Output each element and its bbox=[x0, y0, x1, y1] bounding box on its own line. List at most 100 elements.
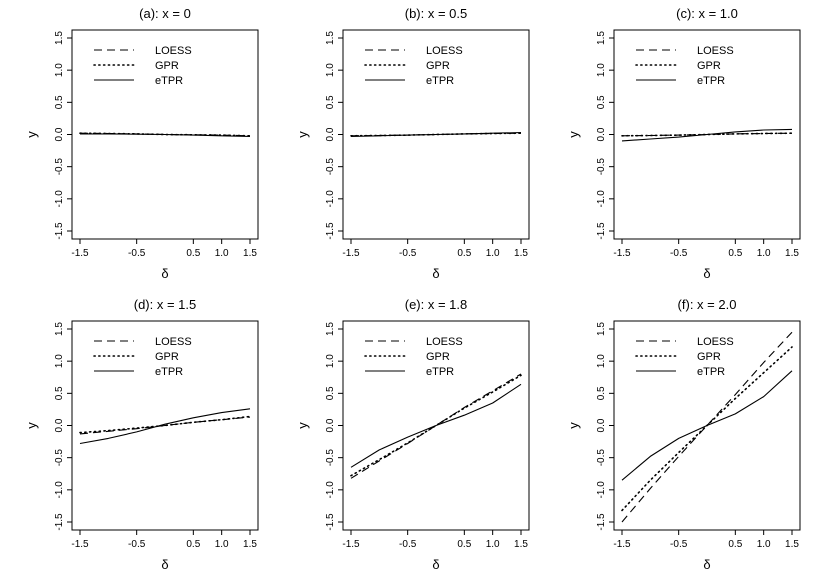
x-tick-label: 1.0 bbox=[486, 539, 500, 550]
y-tick-label: 1.5 bbox=[325, 322, 336, 336]
y-tick-label: -1.5 bbox=[325, 222, 336, 240]
x-tick-label: -1.5 bbox=[613, 539, 631, 550]
series-line-gpr bbox=[621, 132, 793, 137]
y-tick-label: -1.5 bbox=[596, 222, 607, 240]
series-line-etpr bbox=[79, 408, 251, 445]
chart-panel-6: (f): x = 2.0 -1.5 -0.5 0.5 1.0 1.5 -1.5 -1.0 -0.… bbox=[566, 297, 801, 572]
y-tick-label: 0.0 bbox=[54, 127, 65, 141]
x-tick-label: -1.5 bbox=[613, 248, 631, 259]
x-tick-label: 0.5 bbox=[457, 539, 471, 550]
x-tick-label: 0.5 bbox=[728, 539, 742, 550]
x-axis-label: δ bbox=[703, 266, 710, 281]
y-tick-label: 1.5 bbox=[54, 31, 65, 45]
chart-title: (f): x = 2.0 bbox=[678, 297, 737, 312]
x-tick-label: 0.5 bbox=[186, 248, 200, 259]
x-tick-label: -1.5 bbox=[71, 248, 89, 259]
x-tick-label: 0.5 bbox=[186, 539, 200, 550]
y-tick-label: 1.0 bbox=[596, 63, 607, 77]
y-tick-label: -0.5 bbox=[325, 158, 336, 176]
y-axis-label: y bbox=[24, 131, 39, 138]
series-line-gpr bbox=[350, 374, 522, 477]
y-tick-label: 0.0 bbox=[596, 127, 607, 141]
y-tick-label: 1.0 bbox=[54, 63, 65, 77]
chart-title: (c): x = 1.0 bbox=[676, 6, 738, 21]
chart-title: (e): x = 1.8 bbox=[405, 297, 468, 312]
y-tick-label: -0.5 bbox=[325, 449, 336, 467]
y-tick-label: -1.0 bbox=[596, 190, 607, 208]
y-tick-label: -1.5 bbox=[596, 513, 607, 531]
legend-label: eTPR bbox=[155, 366, 183, 378]
series-line-loess bbox=[350, 373, 522, 479]
legend-label: GPR bbox=[697, 60, 721, 72]
chart-title: (d): x = 1.5 bbox=[134, 297, 197, 312]
x-tick-label: 1.0 bbox=[757, 248, 771, 259]
x-tick-label: -1.5 bbox=[71, 539, 89, 550]
y-tick-label: 0.5 bbox=[596, 95, 607, 109]
x-tick-label: -0.5 bbox=[128, 248, 146, 259]
legend-label: eTPR bbox=[697, 75, 725, 87]
legend-label: GPR bbox=[155, 351, 179, 363]
chart-panel-4: (d): x = 1.5 -1.5 -0.5 0.5 1.0 1.5 -1.5 -1.0 -0.… bbox=[24, 297, 259, 572]
y-axis-label: y bbox=[295, 422, 310, 429]
x-tick-label: 1.5 bbox=[514, 539, 528, 550]
y-tick-label: 0.0 bbox=[54, 418, 65, 432]
legend-label: LOESS bbox=[155, 45, 192, 57]
y-tick-label: 1.5 bbox=[596, 322, 607, 336]
x-axis-label: δ bbox=[161, 557, 168, 572]
series-line-etpr bbox=[350, 132, 522, 137]
legend-label: LOESS bbox=[697, 45, 734, 57]
x-tick-label: -0.5 bbox=[128, 539, 146, 550]
y-tick-label: -1.0 bbox=[54, 481, 65, 499]
series-line-loess bbox=[621, 331, 793, 523]
y-tick-label: -1.5 bbox=[54, 513, 65, 531]
y-tick-label: -1.0 bbox=[596, 481, 607, 499]
series-line-loess bbox=[79, 416, 251, 435]
legend-label: GPR bbox=[426, 60, 450, 72]
y-tick-label: 0.5 bbox=[325, 386, 336, 400]
legend-label: eTPR bbox=[155, 75, 183, 87]
x-tick-label: 0.5 bbox=[457, 248, 471, 259]
y-tick-label: 0.0 bbox=[325, 418, 336, 432]
legend-label: eTPR bbox=[426, 366, 454, 378]
x-tick-label: 1.5 bbox=[785, 248, 799, 259]
chart-panel-3: (c): x = 1.0 -1.5 -0.5 0.5 1.0 1.5 -1.5 -1.0 -0.… bbox=[566, 6, 801, 281]
legend-label: GPR bbox=[697, 351, 721, 363]
legend-label: LOESS bbox=[426, 45, 463, 57]
x-tick-label: 1.0 bbox=[215, 539, 229, 550]
y-tick-label: -1.0 bbox=[325, 481, 336, 499]
chart-panel-5: (e): x = 1.8 -1.5 -0.5 0.5 1.0 1.5 -1.5 -1.0 -0.… bbox=[295, 297, 530, 572]
x-tick-label: -0.5 bbox=[399, 248, 417, 259]
legend-label: GPR bbox=[155, 60, 179, 72]
series-line-etpr bbox=[350, 383, 522, 468]
y-tick-label: 1.0 bbox=[325, 354, 336, 368]
x-axis-label: δ bbox=[432, 266, 439, 281]
x-tick-label: 1.0 bbox=[215, 248, 229, 259]
y-tick-label: -0.5 bbox=[54, 449, 65, 467]
legend-label: eTPR bbox=[697, 366, 725, 378]
series-line-gpr bbox=[79, 415, 251, 434]
y-axis-label: y bbox=[295, 131, 310, 138]
x-tick-label: 1.0 bbox=[486, 248, 500, 259]
y-tick-label: 0.5 bbox=[325, 95, 336, 109]
y-tick-label: 1.5 bbox=[54, 322, 65, 336]
y-tick-label: 1.0 bbox=[596, 354, 607, 368]
y-tick-label: 0.0 bbox=[596, 418, 607, 432]
y-tick-label: -0.5 bbox=[596, 158, 607, 176]
x-tick-label: 1.0 bbox=[757, 539, 771, 550]
x-tick-label: -0.5 bbox=[670, 248, 688, 259]
y-tick-label: -1.0 bbox=[325, 190, 336, 208]
x-tick-label: 1.5 bbox=[785, 539, 799, 550]
y-tick-label: 1.0 bbox=[54, 354, 65, 368]
x-axis-label: δ bbox=[161, 266, 168, 281]
y-tick-label: 1.5 bbox=[596, 31, 607, 45]
y-tick-label: 0.0 bbox=[325, 127, 336, 141]
y-axis-label: y bbox=[566, 131, 581, 138]
x-tick-label: 1.5 bbox=[514, 248, 528, 259]
y-tick-label: 0.5 bbox=[54, 95, 65, 109]
y-tick-label: 0.5 bbox=[54, 386, 65, 400]
chart-panel-1: (a): x = 0 -1.5 -0.5 0.5 1.0 1.5 -1.5 -1.0 -0.5 0… bbox=[24, 6, 259, 281]
legend-label: LOESS bbox=[697, 336, 734, 348]
y-tick-label: 1.5 bbox=[325, 31, 336, 45]
chart-panel-2: (b): x = 0.5 -1.5 -0.5 0.5 1.0 1.5 -1.5 -1.0 -0.… bbox=[295, 6, 530, 281]
